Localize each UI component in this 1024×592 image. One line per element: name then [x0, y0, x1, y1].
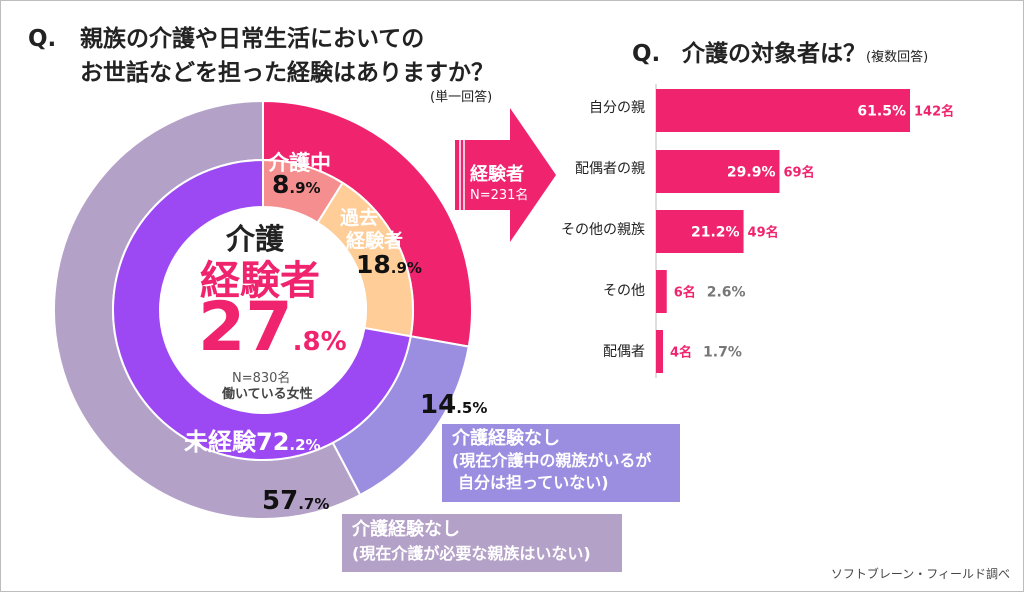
box1-line3: 自分は担っていない): [458, 473, 609, 492]
right-title: 介護の対象者は？: [682, 41, 866, 67]
right-note: (複数回答): [866, 50, 929, 65]
center-line2: 経験者: [200, 258, 320, 304]
past-big: 18: [356, 250, 391, 279]
bar-label-0: 自分の親: [589, 100, 645, 116]
bar-value-label-2: 21.2%: [691, 225, 740, 241]
bar-3: [656, 270, 667, 313]
center-number: 27.8%: [198, 288, 347, 367]
bar-count-label-3: 6名: [674, 285, 696, 301]
bar-count-label-4: 4名: [670, 345, 692, 361]
bar-label-3: その他: [603, 283, 645, 299]
box1-line2: (現在介護中の親族がいるが: [452, 451, 652, 470]
past-label2: 経験者: [346, 230, 404, 252]
past-small: .9%: [390, 259, 422, 277]
arrow-label: 経験者: [470, 164, 524, 185]
bar-value-label-0: 61.5%: [857, 104, 906, 120]
callout-box-1: 介護経験なし (現在介護中の親族がいるが 自分は担っていない): [442, 424, 680, 502]
none-big: 72: [256, 428, 290, 456]
bar-count-label-0: 142名: [914, 104, 954, 120]
bar-value-label-1: 29.9%: [727, 165, 776, 181]
box2-line1: 介護経験なし: [352, 519, 460, 540]
right-q-mark: Q.: [632, 41, 661, 67]
source-footer: ソフトブレーン・フィールド調べ: [830, 567, 1010, 581]
r1-small: .5%: [456, 399, 488, 417]
bar-count-label-1: 69名: [783, 165, 814, 181]
past-label1: 過去: [340, 207, 379, 229]
left-title-line2: お世話などを担った経験はありますか？: [80, 60, 494, 86]
past-value: 18.9%: [356, 250, 422, 279]
inner-slice-none: [112, 158, 412, 461]
current-big: 8: [272, 170, 290, 199]
bar-2: [656, 210, 744, 253]
box2-line2: (現在介護が必要な親族はいない): [352, 544, 591, 563]
left-q-mark: Q.: [28, 26, 57, 52]
box1-line1: 介護経験なし: [452, 428, 560, 449]
donut-hole: [161, 208, 365, 412]
center-big-num: 27: [198, 288, 293, 367]
center-line1: 介護: [226, 222, 285, 256]
left-question: Q. 親族の介護や日常生活においての お世話などを担った経験はありますか？: [28, 22, 494, 90]
outer-value-57: 57.7%: [262, 486, 329, 516]
current-small: .9%: [289, 179, 321, 197]
bar-1: [656, 150, 780, 193]
bar-label-1: 配偶者の親: [575, 161, 645, 177]
r1-big: 14: [420, 390, 457, 420]
bar-label-4: 配偶者: [603, 344, 645, 360]
none-value: 未経験72.2%: [184, 422, 321, 457]
none-small: .2%: [289, 436, 321, 454]
r2-big: 57: [262, 486, 299, 516]
center-n: N=830名: [232, 371, 291, 386]
arrow-n: N=231名: [470, 188, 529, 203]
left-title-line1: 親族の介護や日常生活においての: [80, 26, 425, 52]
bar-value-label-4: 1.7%: [703, 345, 742, 361]
callout-box-2: 介護経験なし (現在介護が必要な親族はいない): [342, 514, 622, 572]
right-question: Q. 介護の対象者は？(複数回答): [632, 34, 928, 68]
r2-small: .7%: [298, 495, 330, 513]
none-label: 未経験: [184, 428, 256, 456]
bar-4: [656, 330, 664, 373]
center-small-num: .8%: [292, 327, 347, 357]
current-value: 8.9%: [272, 170, 321, 199]
arrow-shape: [455, 108, 556, 242]
center-who: 働いている女性: [222, 387, 313, 402]
current-label: 介護中: [268, 151, 331, 175]
outer-value-14: 14.5%: [420, 390, 487, 420]
bar-count-label-2: 49名: [748, 225, 779, 241]
bar-label-2: その他の親族: [561, 222, 645, 238]
bar-0: [656, 89, 910, 132]
left-note: (単一回答): [430, 90, 493, 105]
bar-value-label-3: 2.6%: [707, 285, 746, 301]
